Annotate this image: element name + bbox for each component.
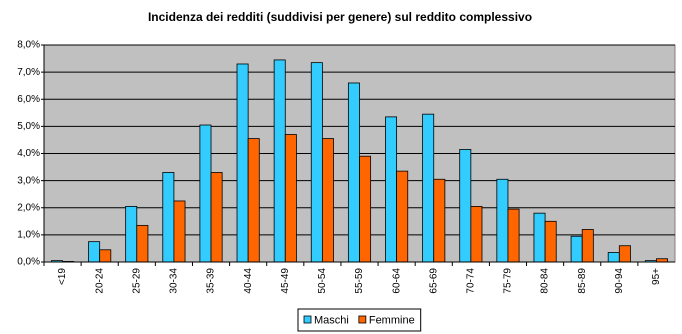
x-tick-label: 30-34: [169, 268, 180, 294]
bar: [173, 200, 186, 263]
x-tick-label: 25-29: [131, 268, 142, 294]
bar: [284, 134, 297, 263]
bar: [507, 208, 520, 263]
y-tick-label: 8,0%: [17, 40, 40, 51]
bar: [496, 178, 509, 263]
bar: [396, 170, 409, 263]
x-tick-label: 55-59: [354, 268, 365, 294]
bar: [236, 63, 249, 263]
bar: [581, 229, 594, 263]
y-tick-label: 3,0%: [17, 175, 40, 186]
y-tick-label: 2,0%: [17, 202, 40, 213]
bar: [210, 172, 223, 263]
y-tick-label: 6,0%: [17, 94, 40, 105]
x-tick-label: 40-44: [243, 268, 254, 294]
bar: [470, 205, 483, 263]
bar: [199, 124, 212, 263]
bar: [321, 138, 334, 263]
bar: [618, 245, 631, 263]
x-tick-label: 35-39: [206, 268, 217, 294]
bar: [99, 249, 112, 263]
x-tick-label: 95+: [651, 268, 662, 285]
bar: [533, 212, 546, 263]
legend-label: Femmine: [369, 314, 415, 326]
x-tick-label: 50-54: [317, 268, 328, 294]
bar: [422, 113, 435, 263]
x-tick-label: 90-94: [614, 268, 625, 294]
x-tick-label: 70-74: [465, 268, 476, 294]
bar: [310, 62, 323, 263]
legend-label: Maschi: [314, 314, 349, 326]
bar: [385, 116, 398, 263]
bar: [125, 205, 138, 263]
bar: [136, 224, 149, 263]
legend-swatch: [358, 315, 367, 324]
bar: [607, 252, 620, 263]
y-tick-label: 7,0%: [17, 67, 40, 78]
x-tick-label: <19: [57, 268, 68, 285]
chart-title: Incidenza dei redditi (suddivisi per gen…: [148, 10, 532, 24]
bar: [433, 178, 446, 263]
x-tick-label: 60-64: [391, 268, 402, 294]
bar: [544, 220, 557, 263]
y-tick-label: 4,0%: [17, 148, 40, 159]
legend-swatch: [303, 315, 312, 324]
x-tick-label: 85-89: [577, 268, 588, 294]
bar: [570, 235, 583, 263]
x-tick-label: 75-79: [503, 268, 514, 294]
bar: [88, 241, 101, 263]
bar: [247, 138, 260, 263]
x-tick-label: 20-24: [94, 268, 105, 294]
x-tick-label: 80-84: [540, 268, 551, 294]
y-tick-label: 1,0%: [17, 230, 40, 241]
bar: [162, 172, 175, 263]
bar: [359, 155, 372, 263]
y-tick-label: 0,0%: [17, 257, 40, 268]
bar: [273, 59, 286, 263]
y-tick-label: 5,0%: [17, 121, 40, 132]
bar: [347, 82, 360, 263]
x-tick-label: 45-49: [280, 268, 291, 294]
x-tick-label: 65-69: [428, 268, 439, 294]
bar: [459, 149, 472, 263]
